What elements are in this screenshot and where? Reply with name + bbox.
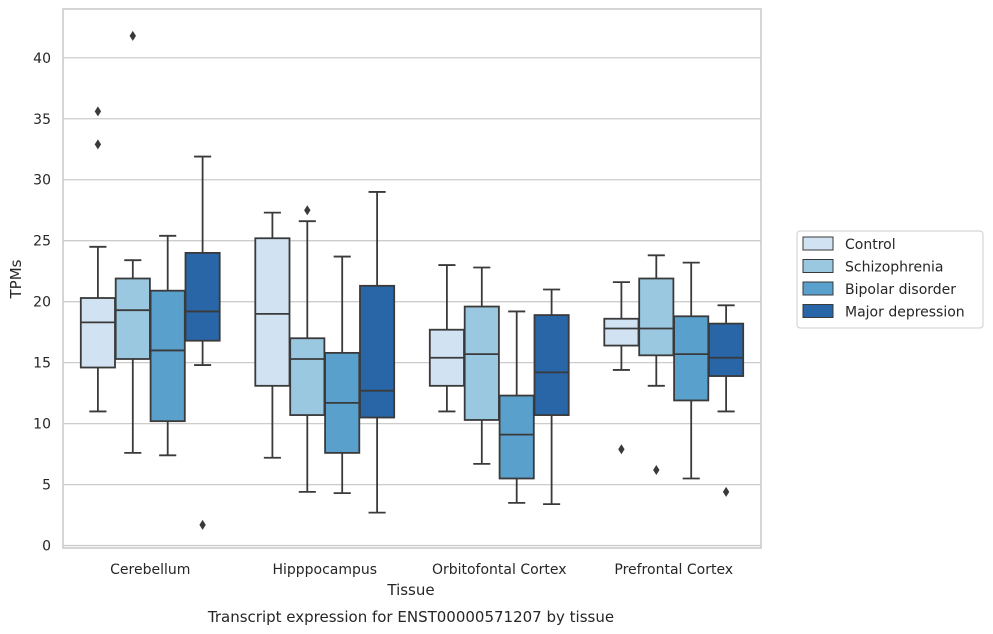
legend-label: Major depression <box>845 305 965 321</box>
box-element <box>359 191 396 514</box>
iqr-box <box>184 251 221 342</box>
legend-swatch <box>802 236 834 251</box>
y-tick-label: 0 <box>42 539 51 555</box>
y-tick-label: 5 <box>42 478 51 494</box>
outlier-point <box>94 106 102 117</box>
legend-swatch <box>802 304 834 318</box>
chart-caption: Transcript expression for ENST0000057120… <box>207 608 614 626</box>
box-element <box>114 30 151 454</box>
y-tick-label: 35 <box>33 112 51 128</box>
iqr-box <box>463 305 500 421</box>
iqr-box <box>149 289 186 423</box>
legend-label: Control <box>845 237 896 253</box>
series-bipolar-disorder <box>149 234 710 504</box>
series-major-depression <box>184 155 745 530</box>
box-element <box>428 264 465 413</box>
x-tick-label: Prefrontal Cortex <box>614 562 733 578</box>
outlier-point <box>653 464 660 475</box>
x-axis-label: Tissue <box>386 581 434 599</box>
box-element <box>79 106 116 413</box>
plot-area-frame <box>62 8 762 549</box>
box-element <box>708 304 745 497</box>
box-series-layer <box>79 30 745 530</box>
iqr-box <box>708 322 745 377</box>
box-element <box>533 288 570 505</box>
legend-swatch <box>802 259 834 273</box>
iqr-box <box>79 297 116 369</box>
outlier-point <box>94 139 102 150</box>
iqr-box <box>254 237 291 387</box>
y-tick-label: 15 <box>33 356 51 372</box>
iqr-box <box>289 337 326 416</box>
box-element <box>149 234 186 457</box>
legend-items: Control Schizophrenia Bipolar disorder Majo… <box>802 236 965 321</box>
outlier-point <box>199 519 206 530</box>
box-element <box>254 211 291 459</box>
box-element <box>184 155 221 530</box>
box-element <box>673 261 710 480</box>
legend-frame <box>796 230 984 329</box>
series-control <box>79 106 640 459</box>
legend-label: Bipolar disorder <box>845 282 956 298</box>
iqr-box <box>533 314 570 416</box>
legend-label: Schizophrenia <box>845 260 943 276</box>
box-element <box>498 310 535 504</box>
x-tick-labels: Cerebellum Hipppocampus Orbitofontal Corte… <box>110 562 733 578</box>
iqr-box <box>498 394 535 480</box>
y-tick-labels: 0 5 10 15 20 25 30 35 40 <box>33 51 51 555</box>
y-tick-label: 30 <box>33 173 51 189</box>
y-tick-label: 25 <box>33 234 51 250</box>
iqr-box <box>114 277 151 360</box>
y-tick-label: 40 <box>33 51 51 67</box>
y-axis-label: TPMs <box>7 259 25 299</box>
y-tick-label: 20 <box>33 295 51 311</box>
iqr-box <box>603 317 640 347</box>
series-schizophrenia <box>114 30 675 493</box>
box-element <box>463 266 500 465</box>
iqr-box <box>638 277 675 357</box>
outlier-point <box>722 486 730 497</box>
outlier-point <box>618 444 625 455</box>
legend-swatch <box>802 281 834 296</box>
x-tick-label: Cerebellum <box>110 562 190 578</box>
legend: Control Schizophrenia Bipolar disorder Majo… <box>796 230 984 329</box>
x-tick-label: Orbitofontal Cortex <box>432 562 567 578</box>
y-tick-label: 10 <box>33 417 51 433</box>
iqr-box <box>673 315 710 402</box>
box-element <box>638 254 675 475</box>
outlier-point <box>304 205 311 216</box>
box-element <box>603 281 640 455</box>
iqr-box <box>359 284 396 419</box>
box-element <box>324 255 361 495</box>
outlier-point <box>129 30 136 41</box>
x-tick-label: Hipppocampus <box>272 562 377 578</box>
box-element <box>289 205 326 493</box>
